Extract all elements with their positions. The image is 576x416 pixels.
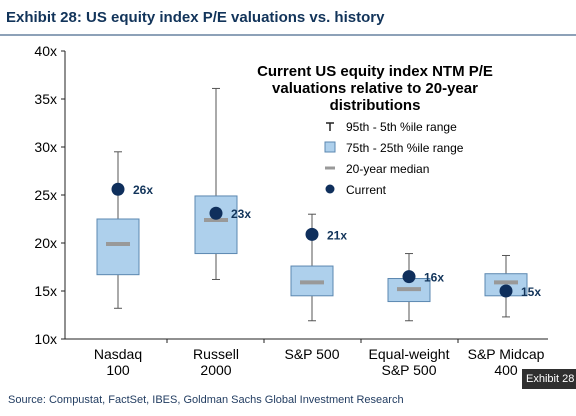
legend-label: 20-year median <box>346 162 429 176</box>
current-dot <box>402 270 416 284</box>
current-value-label: 26x <box>133 183 153 197</box>
category-label: S&P Midcap <box>468 346 545 362</box>
y-tick-label: 25x <box>34 187 57 203</box>
exhibit-tag: Exhibit 28 <box>522 369 576 389</box>
chart-title-line: distributions <box>330 97 421 114</box>
category-label: Equal-weight <box>369 346 450 362</box>
category-label: 400 <box>494 362 518 378</box>
chart-title-line: valuations relative to 20-year <box>272 80 478 97</box>
iqr-box <box>96 218 140 276</box>
exhibit-header: Exhibit 28: US equity index P/E valuatio… <box>0 0 576 36</box>
legend-label: 95th - 5th %ile range <box>346 120 457 134</box>
current-dot <box>111 182 125 196</box>
current-dot <box>305 227 319 241</box>
current-value-label: 15x <box>521 285 541 299</box>
legend-label: 75th - 25th %ile range <box>346 141 464 155</box>
category-label: 2000 <box>200 362 231 378</box>
category-label: S&P 500 <box>284 346 339 362</box>
y-tick-label: 15x <box>34 283 57 299</box>
legend-current-symbol <box>325 184 335 194</box>
chart-title-line: Current US equity index NTM P/E <box>257 63 493 80</box>
iqr-box <box>194 195 238 255</box>
current-value-label: 23x <box>231 207 251 221</box>
header-rule <box>0 34 576 36</box>
current-value-label: 16x <box>424 271 444 285</box>
y-tick-label: 20x <box>34 235 57 251</box>
category-label: S&P 500 <box>381 362 436 378</box>
category-label: Russell <box>193 346 239 362</box>
current-dot <box>209 206 223 220</box>
exhibit-title: Exhibit 28: US equity index P/E valuatio… <box>6 9 385 26</box>
y-tick-label: 10x <box>34 331 57 347</box>
y-tick-label: 40x <box>34 43 57 59</box>
current-value-label: 21x <box>327 228 347 242</box>
category-label: Nasdaq <box>94 346 142 362</box>
legend-label: Current <box>346 183 387 197</box>
source-note: Source: Compustat, FactSet, IBES, Goldma… <box>8 394 404 406</box>
legend-box-symbol <box>324 141 336 153</box>
category-label: 100 <box>106 362 130 378</box>
y-tick-label: 35x <box>34 91 57 107</box>
y-tick-label: 30x <box>34 139 57 155</box>
current-dot <box>499 284 513 298</box>
